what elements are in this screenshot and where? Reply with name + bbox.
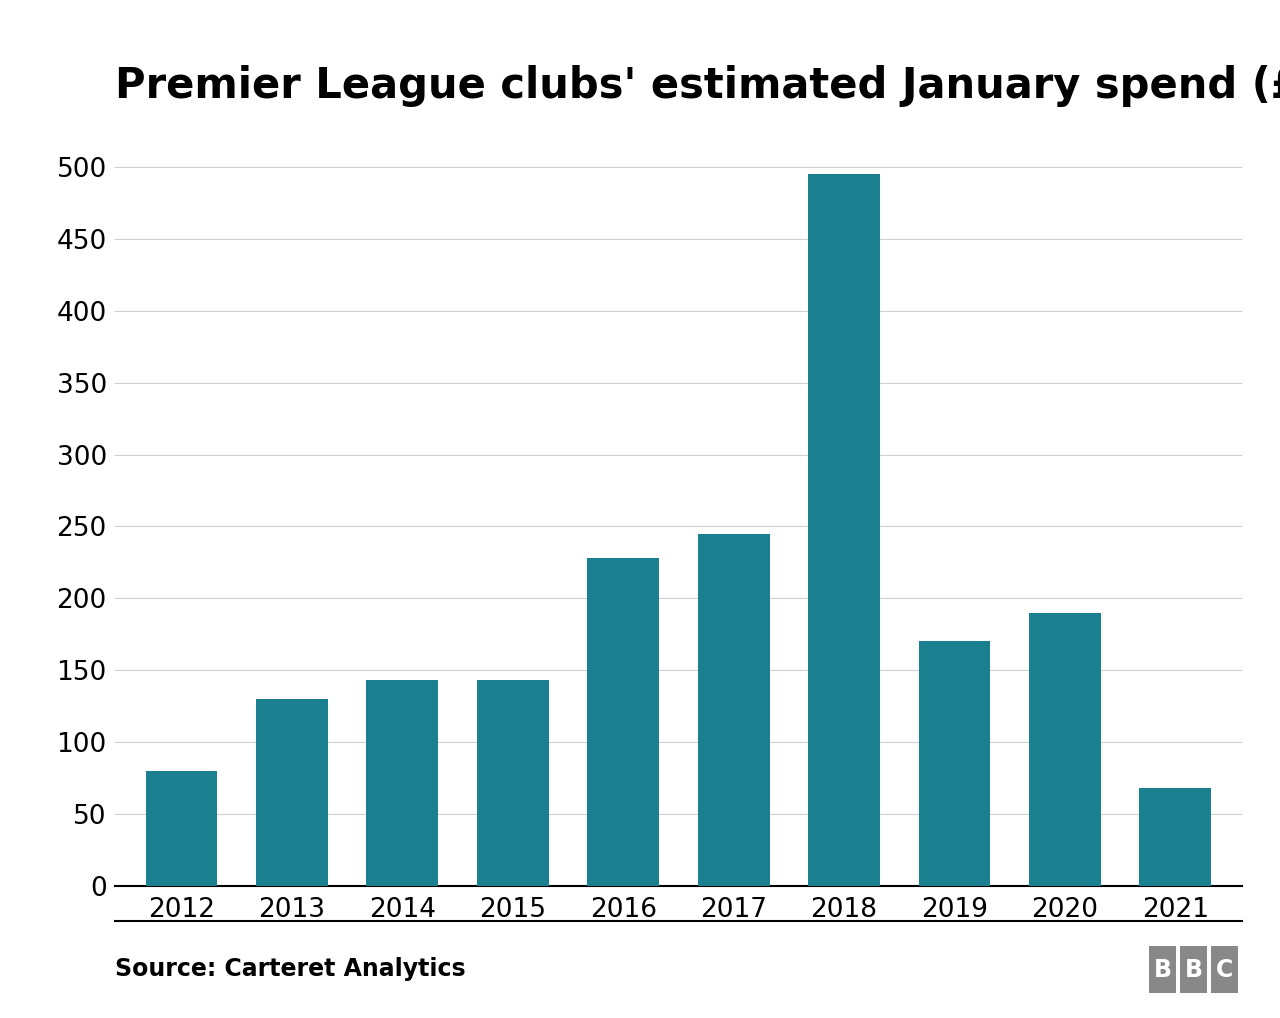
Bar bbox=[698, 533, 769, 886]
Bar bbox=[808, 174, 879, 886]
Bar bbox=[588, 558, 659, 886]
Text: B: B bbox=[1184, 958, 1203, 981]
Bar bbox=[477, 680, 549, 886]
FancyBboxPatch shape bbox=[1180, 946, 1207, 994]
Bar bbox=[1139, 788, 1211, 886]
Bar bbox=[256, 698, 328, 886]
Text: C: C bbox=[1216, 958, 1233, 981]
Bar bbox=[919, 641, 991, 886]
Bar bbox=[146, 771, 218, 886]
FancyBboxPatch shape bbox=[1149, 946, 1176, 994]
Text: Source: Carteret Analytics: Source: Carteret Analytics bbox=[115, 957, 466, 981]
FancyBboxPatch shape bbox=[1211, 946, 1238, 994]
Bar bbox=[1029, 613, 1101, 886]
Bar bbox=[366, 680, 438, 886]
Text: Premier League clubs' estimated January spend (£m): Premier League clubs' estimated January … bbox=[115, 65, 1280, 107]
Text: B: B bbox=[1153, 958, 1172, 981]
